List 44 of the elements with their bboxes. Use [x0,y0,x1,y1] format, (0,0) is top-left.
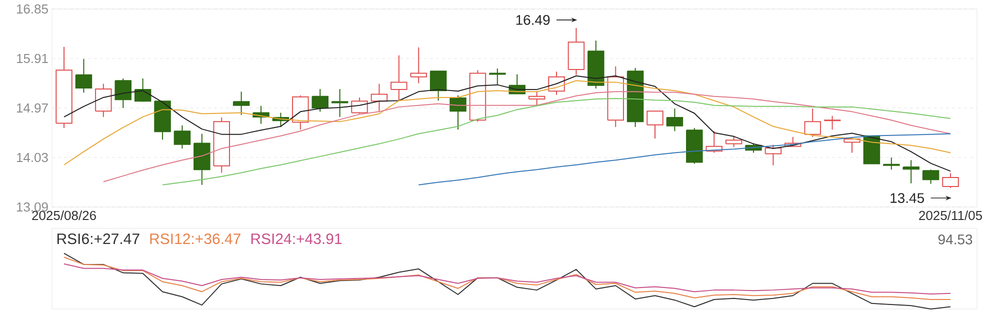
candlestick [174,124,191,150]
candlestick [430,70,447,102]
x-tick-label: 2025/11/05 [919,210,982,220]
y-tick-label: 13.09 [16,202,48,212]
y-tick-label: 14.03 [16,152,48,162]
candlestick [607,66,624,128]
candlestick [114,78,132,108]
candlestick [213,116,230,174]
text: 94.53 [938,234,972,244]
y-tick-label: 16.85 [16,4,48,14]
y-tick-label: 14.97 [16,103,48,113]
series-label: RSI12:+36.47 [150,233,240,244]
annotation: 16.49 [516,14,550,25]
candlestick [824,115,841,130]
candlestick [922,169,940,184]
y-tick-label: 15.91 [16,54,48,64]
candlestick [410,46,427,84]
candlestick [666,108,684,132]
x-tick-label: 2025/08/26 [32,210,96,220]
text: RSI24:+43.91 [251,233,342,244]
candlestick [134,78,152,102]
candlestick [902,160,920,184]
candlestick [56,46,72,128]
candlestick [568,27,585,76]
candlestick [883,156,900,170]
candlestick [784,136,802,147]
candlestick [528,91,546,106]
candlestick [844,138,860,154]
series-label: RSI6:+27.47 [57,233,140,244]
candlestick [548,71,565,96]
candlestick [75,58,92,94]
candlestick [706,130,722,154]
candlestick [95,83,112,118]
candlestick [764,144,782,166]
candlestick [489,68,506,86]
candlestick [370,83,388,112]
candlestick [804,108,821,138]
candlestick [646,110,664,140]
annotation: 13.45 [890,193,924,203]
candlestick [450,94,466,130]
candlestick [232,91,250,116]
candlestick [312,88,328,112]
candlestick [331,88,348,118]
candlestick [390,54,408,102]
